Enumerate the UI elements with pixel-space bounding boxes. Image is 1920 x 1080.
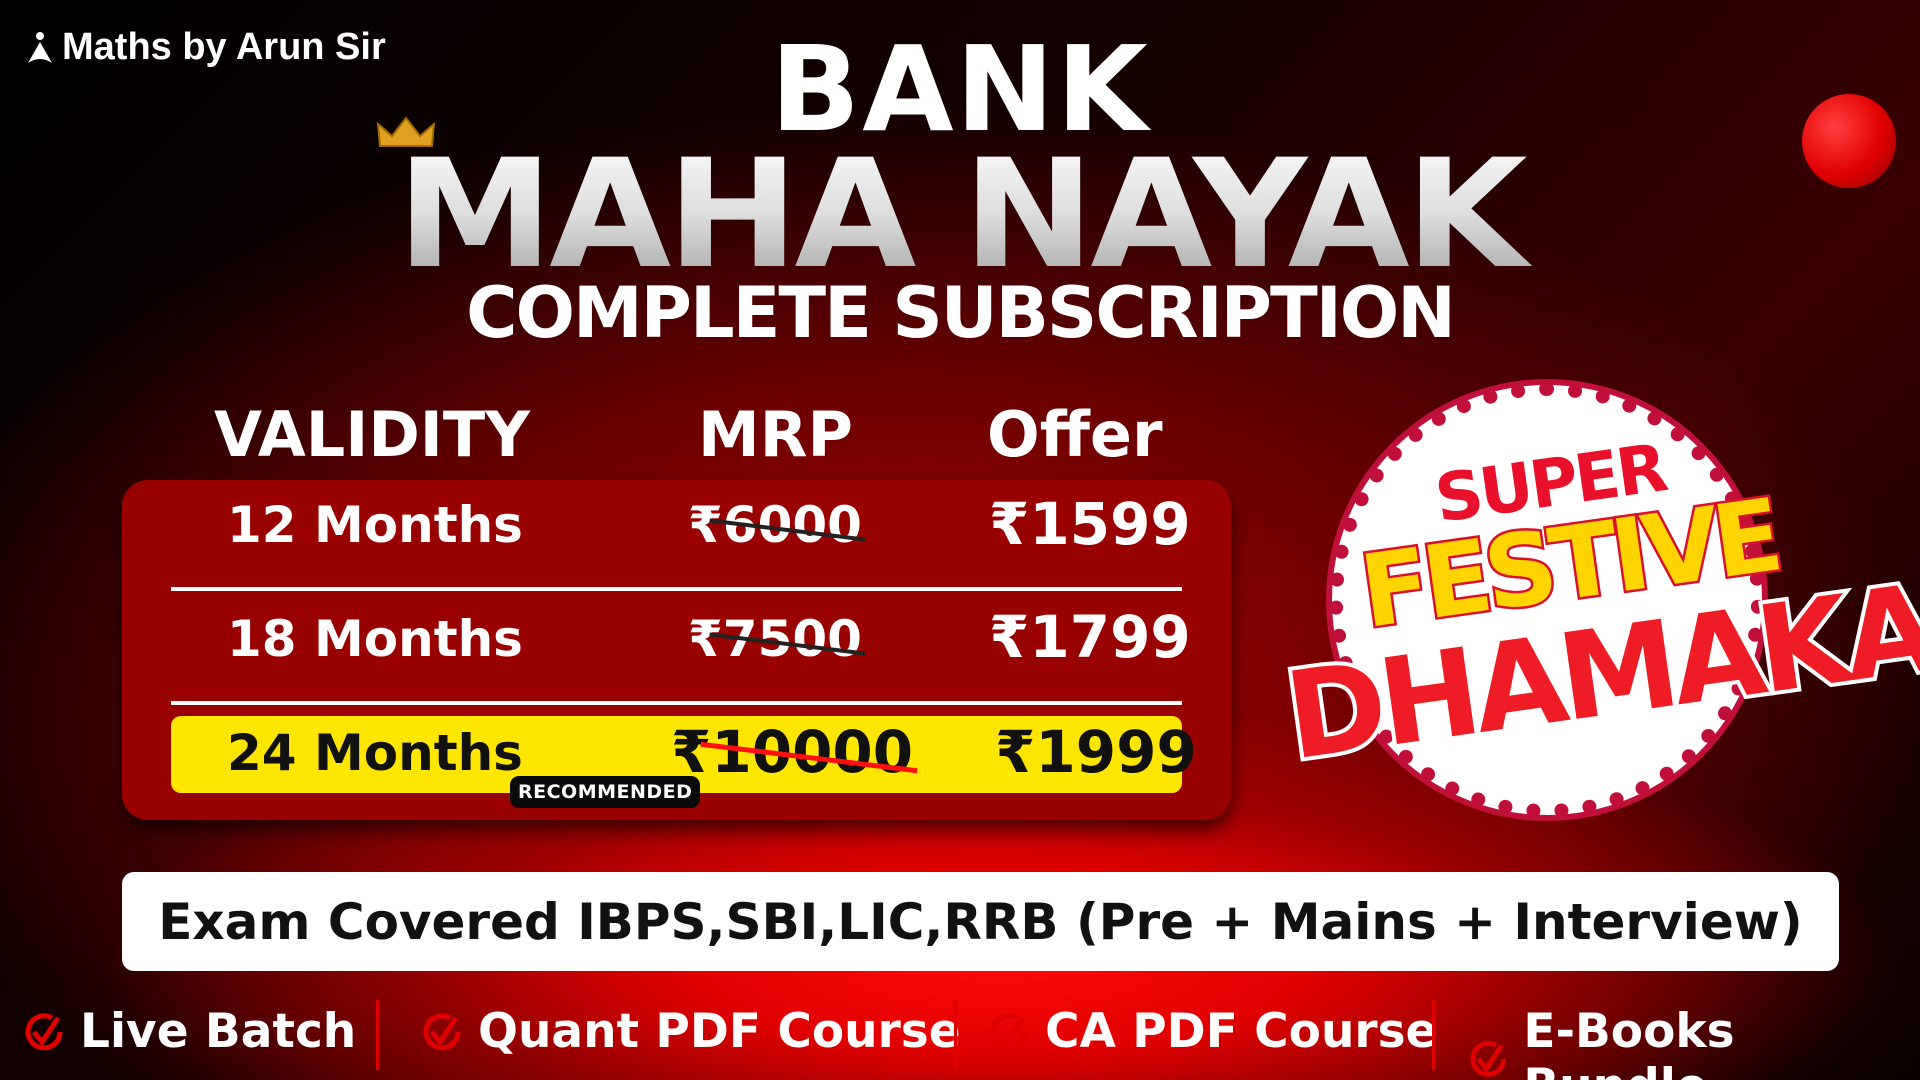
- feature-divider: [1432, 1000, 1435, 1070]
- row3-validity: 24 Months: [227, 724, 523, 782]
- red-ball-decoration: [1802, 94, 1896, 188]
- person-logo-icon: [28, 31, 52, 63]
- row-divider: [171, 701, 1182, 705]
- festive-seal: [1326, 379, 1768, 821]
- title-bank: BANK: [770, 20, 1150, 158]
- title-maha-nayak: MAHA NAYAK: [0, 128, 1920, 302]
- header-validity: VALIDITY: [214, 398, 531, 471]
- check-circle-icon: [1470, 1041, 1506, 1077]
- brand-name: Maths by Arun Sir: [62, 26, 386, 68]
- row3-mrp: ₹10000: [671, 718, 914, 786]
- row3-offer: ₹1999: [995, 718, 1197, 786]
- feature-live-batch: Live Batch: [22, 1004, 356, 1059]
- row2-mrp: ₹7500: [688, 610, 862, 668]
- header-mrp: MRP: [698, 398, 853, 471]
- feature-ebooks: E-Books Bundle: [1467, 1004, 1920, 1080]
- crown-icon: [376, 116, 436, 147]
- feature-quant-pdf: Quant PDF Course: [420, 1004, 961, 1059]
- brand-logo: Maths by Arun Sir: [24, 26, 386, 69]
- feature-label: E-Books Bundle: [1523, 1004, 1735, 1080]
- check-circle-icon: [25, 1012, 63, 1050]
- feature-label: Live Batch: [80, 1004, 357, 1059]
- row1-offer: ₹1599: [989, 490, 1191, 558]
- title-subscription: COMPLETE SUBSCRIPTION: [466, 272, 1456, 354]
- row2-offer: ₹1799: [989, 603, 1191, 671]
- check-circle-icon: [423, 1012, 461, 1050]
- row1-mrp: ₹6000: [688, 496, 862, 554]
- row1-validity: 12 Months: [227, 496, 523, 554]
- feature-ca-pdf: CA PDF Course: [987, 1004, 1437, 1059]
- row-divider: [171, 587, 1182, 591]
- feature-label: CA PDF Course: [1045, 1004, 1438, 1059]
- feature-divider: [376, 1000, 379, 1070]
- exam-covered-banner: Exam Covered IBPS,SBI,LIC,RRB (Pre + Mai…: [122, 872, 1839, 971]
- check-circle-icon: [990, 1012, 1028, 1050]
- recommended-badge: RECOMMENDED: [510, 776, 701, 808]
- row2-validity: 18 Months: [227, 610, 523, 668]
- feature-divider: [954, 1000, 957, 1070]
- feature-label: Quant PDF Course: [478, 1004, 961, 1059]
- header-offer: Offer: [987, 398, 1163, 471]
